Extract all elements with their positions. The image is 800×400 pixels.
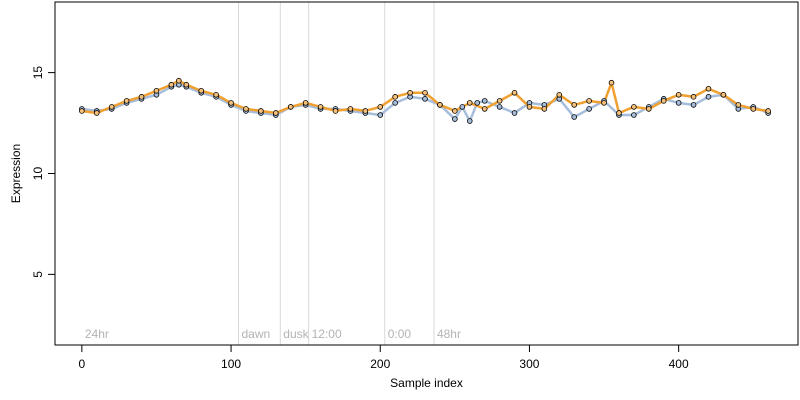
series-a-point xyxy=(496,104,503,110)
series-b-point xyxy=(79,108,85,114)
series-b-point xyxy=(586,98,592,104)
series-b-point xyxy=(541,106,548,112)
series-a-point xyxy=(586,106,592,112)
series-b-point xyxy=(660,98,667,104)
series-b-point xyxy=(720,92,727,98)
series-b-point xyxy=(422,89,428,96)
series-a-point xyxy=(690,102,697,108)
x-axis-label: Sample index xyxy=(390,376,463,390)
y-axis: 5 10 15 xyxy=(31,66,56,278)
series-a-point xyxy=(459,104,466,110)
series-b-point xyxy=(243,106,249,112)
y-axis-label: Expression xyxy=(9,144,23,203)
series-b-point xyxy=(511,89,518,96)
series-b-point xyxy=(183,81,190,88)
series-a-point xyxy=(377,112,384,118)
y-tick-label: 15 xyxy=(31,66,45,80)
series-a-point xyxy=(392,100,398,106)
series-a-point xyxy=(474,100,481,106)
series-b-point xyxy=(601,100,607,106)
series-a-point xyxy=(422,96,428,102)
series-b-point xyxy=(735,102,742,108)
series-b-point xyxy=(198,87,205,94)
series-b-point xyxy=(452,108,458,114)
series-b-point xyxy=(690,94,697,100)
series-b-point xyxy=(168,81,175,88)
series-b-point xyxy=(213,92,219,98)
series-b-point xyxy=(392,94,398,100)
series-a-point xyxy=(571,114,578,120)
series-b-point xyxy=(571,102,578,108)
series-b-point xyxy=(481,106,488,112)
series-b-point xyxy=(108,104,115,110)
series-b-point xyxy=(228,100,234,106)
series-b-point xyxy=(273,110,279,116)
x-tick-label: 300 xyxy=(519,357,539,371)
series-b-point xyxy=(526,104,533,110)
series-b-point xyxy=(407,89,413,96)
section-divider-lines xyxy=(238,2,435,345)
section-label: 12:00 xyxy=(312,327,342,341)
section-label: dawn xyxy=(242,327,271,341)
series-b-point xyxy=(93,110,100,116)
section-label: dusk xyxy=(283,327,309,341)
series-b-point xyxy=(377,104,384,110)
series-b-point xyxy=(138,94,145,100)
plot-frame xyxy=(54,1,799,346)
series-b-point xyxy=(437,102,443,108)
series-a-point xyxy=(511,110,518,116)
series-b-point xyxy=(616,110,622,116)
series-b-point xyxy=(332,108,339,114)
series-b-point xyxy=(675,92,682,98)
x-tick-label: 400 xyxy=(669,357,689,371)
series-b-point xyxy=(317,104,324,110)
series-b-point xyxy=(466,100,473,106)
series-b-point xyxy=(287,104,294,110)
series-b-point xyxy=(750,106,757,112)
y-tick-label: 5 xyxy=(31,271,45,278)
x-tick-label: 0 xyxy=(79,357,86,371)
section-labels: 24hr dawn dusk 12:00 0:00 48hr xyxy=(85,327,461,341)
x-tick-label: 100 xyxy=(221,357,241,371)
series-b-point xyxy=(705,85,712,92)
series-b-point xyxy=(153,87,160,94)
section-label: 24hr xyxy=(85,327,109,341)
y-tick-label: 10 xyxy=(31,167,45,181)
section-label: 0:00 xyxy=(388,327,412,341)
x-axis: 0 100 200 300 400 xyxy=(79,344,689,371)
series-b-point xyxy=(608,79,615,86)
series-b-point xyxy=(496,98,503,104)
series-b-point xyxy=(176,77,182,84)
series-b-point xyxy=(765,108,771,114)
series-a-point xyxy=(466,118,473,124)
series-a-point xyxy=(675,100,682,106)
series-b-point xyxy=(362,108,369,114)
series-b-point xyxy=(646,106,652,112)
series-a-point xyxy=(631,112,637,118)
series-b-point xyxy=(631,104,637,110)
series-b-point xyxy=(302,100,309,106)
series-a-point xyxy=(705,94,712,100)
x-tick-label: 200 xyxy=(370,357,390,371)
data-points xyxy=(79,77,771,124)
section-label: 48hr xyxy=(437,327,461,341)
series-b-point xyxy=(123,98,130,104)
series-a-point xyxy=(452,116,458,122)
series-b-point xyxy=(258,108,264,114)
series-b-point xyxy=(556,92,563,98)
series-a-point xyxy=(481,98,488,104)
series-b-point xyxy=(347,106,354,112)
